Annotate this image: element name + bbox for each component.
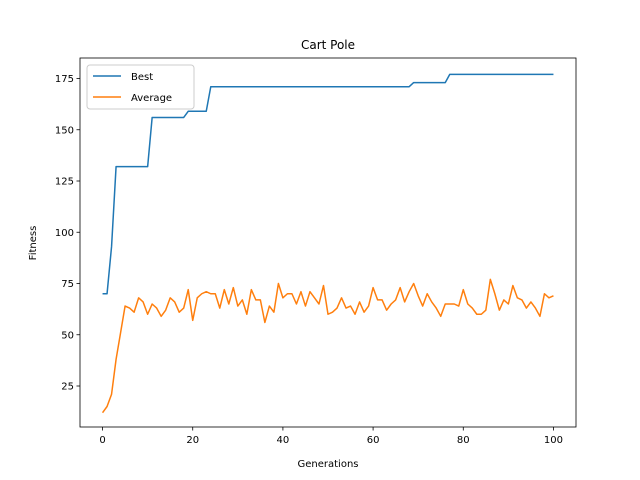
x-axis: 0 20 40 60 80 100 (99, 427, 563, 446)
y-tick-label: 175 (55, 74, 74, 85)
x-tick-label: 80 (457, 435, 470, 446)
y-axis-label: Fitness (28, 226, 39, 261)
legend-label-average: Average (131, 93, 172, 104)
x-tick-label: 100 (544, 435, 563, 446)
y-tick-label: 150 (55, 125, 74, 136)
chart-title: Cart Pole (301, 38, 355, 52)
x-tick-label: 0 (99, 435, 105, 446)
plot-frame (79, 57, 577, 428)
y-tick-label: 25 (61, 382, 74, 393)
x-axis-label: Generations (298, 459, 359, 470)
legend-label-best: Best (131, 72, 153, 83)
x-tick-label: 60 (367, 435, 380, 446)
series-line-best (102, 73, 554, 295)
y-axis: 25 50 75 100 125 150 175 (55, 74, 80, 393)
series-layer (101, 73, 554, 414)
series-line-average (101, 278, 554, 414)
x-tick-label: 40 (277, 435, 290, 446)
y-tick-label: 125 (55, 177, 74, 188)
y-tick-label: 75 (61, 279, 74, 290)
plot-area (80, 58, 576, 427)
y-tick-label: 50 (61, 330, 74, 341)
x-tick-label: 20 (186, 435, 199, 446)
y-tick-label: 100 (55, 228, 74, 239)
legend: Best Average (86, 64, 195, 110)
